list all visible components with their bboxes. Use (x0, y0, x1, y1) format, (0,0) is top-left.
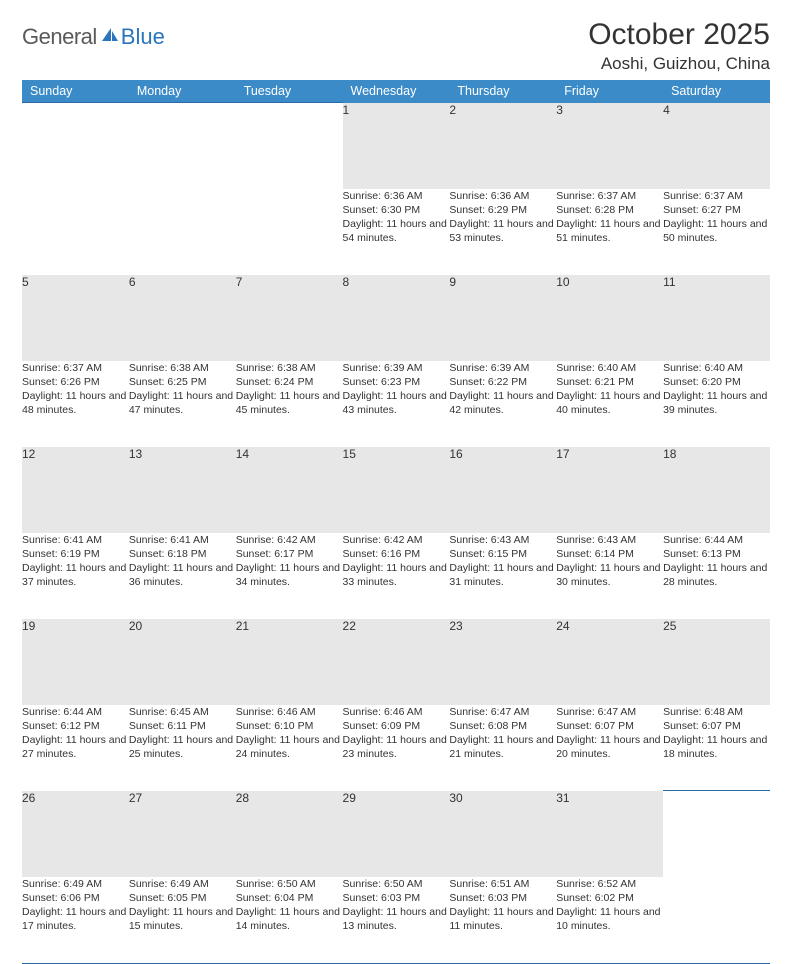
calendar-table: Sunday Monday Tuesday Wednesday Thursday… (22, 80, 770, 963)
day-detail: Sunrise: 6:50 AMSunset: 6:04 PMDaylight:… (236, 877, 343, 963)
day-number: 11 (663, 275, 770, 361)
day-detail: Sunrise: 6:49 AMSunset: 6:06 PMDaylight:… (22, 877, 129, 963)
day-detail: Sunrise: 6:37 AMSunset: 6:28 PMDaylight:… (556, 189, 663, 275)
day-detail: Sunrise: 6:43 AMSunset: 6:14 PMDaylight:… (556, 533, 663, 619)
day-number: 20 (129, 619, 236, 705)
weekday-header: Saturday (663, 80, 770, 103)
day-detail: Sunrise: 6:51 AMSunset: 6:03 PMDaylight:… (449, 877, 556, 963)
day-number: 12 (22, 447, 129, 533)
day-detail: Sunrise: 6:47 AMSunset: 6:07 PMDaylight:… (556, 705, 663, 791)
day-detail (236, 189, 343, 275)
day-number: 30 (449, 791, 556, 877)
day-detail (663, 877, 770, 963)
day-number: 1 (343, 103, 450, 189)
header: General Blue October 2025 Aoshi, Guizhou… (22, 18, 770, 74)
day-number (663, 791, 770, 877)
day-detail: Sunrise: 6:42 AMSunset: 6:16 PMDaylight:… (343, 533, 450, 619)
day-detail: Sunrise: 6:44 AMSunset: 6:13 PMDaylight:… (663, 533, 770, 619)
day-number (129, 103, 236, 189)
day-number (22, 103, 129, 189)
day-number: 3 (556, 103, 663, 189)
day-detail: Sunrise: 6:39 AMSunset: 6:23 PMDaylight:… (343, 361, 450, 447)
day-detail: Sunrise: 6:36 AMSunset: 6:29 PMDaylight:… (449, 189, 556, 275)
detail-row: Sunrise: 6:41 AMSunset: 6:19 PMDaylight:… (22, 533, 770, 619)
day-number: 26 (22, 791, 129, 877)
month-title: October 2025 (588, 18, 770, 52)
day-detail: Sunrise: 6:37 AMSunset: 6:26 PMDaylight:… (22, 361, 129, 447)
day-detail: Sunrise: 6:48 AMSunset: 6:07 PMDaylight:… (663, 705, 770, 791)
day-number: 21 (236, 619, 343, 705)
day-number: 9 (449, 275, 556, 361)
day-detail: Sunrise: 6:40 AMSunset: 6:20 PMDaylight:… (663, 361, 770, 447)
daynum-row: 19202122232425 (22, 619, 770, 705)
day-number: 24 (556, 619, 663, 705)
day-detail: Sunrise: 6:38 AMSunset: 6:24 PMDaylight:… (236, 361, 343, 447)
day-number: 8 (343, 275, 450, 361)
brand-blue: Blue (121, 24, 165, 50)
daynum-row: 262728293031 (22, 791, 770, 877)
weekday-header: Sunday (22, 80, 129, 103)
day-number: 22 (343, 619, 450, 705)
day-number: 10 (556, 275, 663, 361)
sail-icon (99, 26, 119, 49)
detail-row: Sunrise: 6:36 AMSunset: 6:30 PMDaylight:… (22, 189, 770, 275)
daynum-row: 1234 (22, 103, 770, 189)
day-number: 4 (663, 103, 770, 189)
weekday-header: Thursday (449, 80, 556, 103)
day-number: 15 (343, 447, 450, 533)
weekday-header: Tuesday (236, 80, 343, 103)
brand-logo: General Blue (22, 18, 165, 50)
day-detail: Sunrise: 6:44 AMSunset: 6:12 PMDaylight:… (22, 705, 129, 791)
weekday-header: Monday (129, 80, 236, 103)
day-number: 23 (449, 619, 556, 705)
weekday-header: Wednesday (343, 80, 450, 103)
brand-general: General (22, 24, 97, 50)
detail-row: Sunrise: 6:44 AMSunset: 6:12 PMDaylight:… (22, 705, 770, 791)
day-number: 18 (663, 447, 770, 533)
day-number: 28 (236, 791, 343, 877)
day-number: 25 (663, 619, 770, 705)
location: Aoshi, Guizhou, China (588, 54, 770, 74)
day-number: 7 (236, 275, 343, 361)
day-detail: Sunrise: 6:42 AMSunset: 6:17 PMDaylight:… (236, 533, 343, 619)
day-detail: Sunrise: 6:46 AMSunset: 6:10 PMDaylight:… (236, 705, 343, 791)
detail-row: Sunrise: 6:49 AMSunset: 6:06 PMDaylight:… (22, 877, 770, 963)
daynum-row: 567891011 (22, 275, 770, 361)
day-detail: Sunrise: 6:45 AMSunset: 6:11 PMDaylight:… (129, 705, 236, 791)
day-number: 29 (343, 791, 450, 877)
day-detail: Sunrise: 6:52 AMSunset: 6:02 PMDaylight:… (556, 877, 663, 963)
day-detail: Sunrise: 6:41 AMSunset: 6:19 PMDaylight:… (22, 533, 129, 619)
day-number: 17 (556, 447, 663, 533)
daynum-row: 12131415161718 (22, 447, 770, 533)
day-detail (22, 189, 129, 275)
day-number: 14 (236, 447, 343, 533)
day-number (236, 103, 343, 189)
day-detail: Sunrise: 6:49 AMSunset: 6:05 PMDaylight:… (129, 877, 236, 963)
day-detail: Sunrise: 6:47 AMSunset: 6:08 PMDaylight:… (449, 705, 556, 791)
day-detail: Sunrise: 6:36 AMSunset: 6:30 PMDaylight:… (343, 189, 450, 275)
day-detail: Sunrise: 6:43 AMSunset: 6:15 PMDaylight:… (449, 533, 556, 619)
title-block: October 2025 Aoshi, Guizhou, China (588, 18, 770, 74)
weekday-header: Friday (556, 80, 663, 103)
day-detail: Sunrise: 6:41 AMSunset: 6:18 PMDaylight:… (129, 533, 236, 619)
weekday-header-row: Sunday Monday Tuesday Wednesday Thursday… (22, 80, 770, 103)
day-number: 2 (449, 103, 556, 189)
day-number: 31 (556, 791, 663, 877)
day-detail (129, 189, 236, 275)
detail-row: Sunrise: 6:37 AMSunset: 6:26 PMDaylight:… (22, 361, 770, 447)
day-number: 5 (22, 275, 129, 361)
day-number: 19 (22, 619, 129, 705)
day-detail: Sunrise: 6:50 AMSunset: 6:03 PMDaylight:… (343, 877, 450, 963)
bottom-rule (22, 963, 770, 964)
day-number: 6 (129, 275, 236, 361)
day-number: 13 (129, 447, 236, 533)
day-detail: Sunrise: 6:40 AMSunset: 6:21 PMDaylight:… (556, 361, 663, 447)
day-detail: Sunrise: 6:39 AMSunset: 6:22 PMDaylight:… (449, 361, 556, 447)
day-detail: Sunrise: 6:37 AMSunset: 6:27 PMDaylight:… (663, 189, 770, 275)
day-detail: Sunrise: 6:38 AMSunset: 6:25 PMDaylight:… (129, 361, 236, 447)
day-number: 27 (129, 791, 236, 877)
day-number: 16 (449, 447, 556, 533)
day-detail: Sunrise: 6:46 AMSunset: 6:09 PMDaylight:… (343, 705, 450, 791)
